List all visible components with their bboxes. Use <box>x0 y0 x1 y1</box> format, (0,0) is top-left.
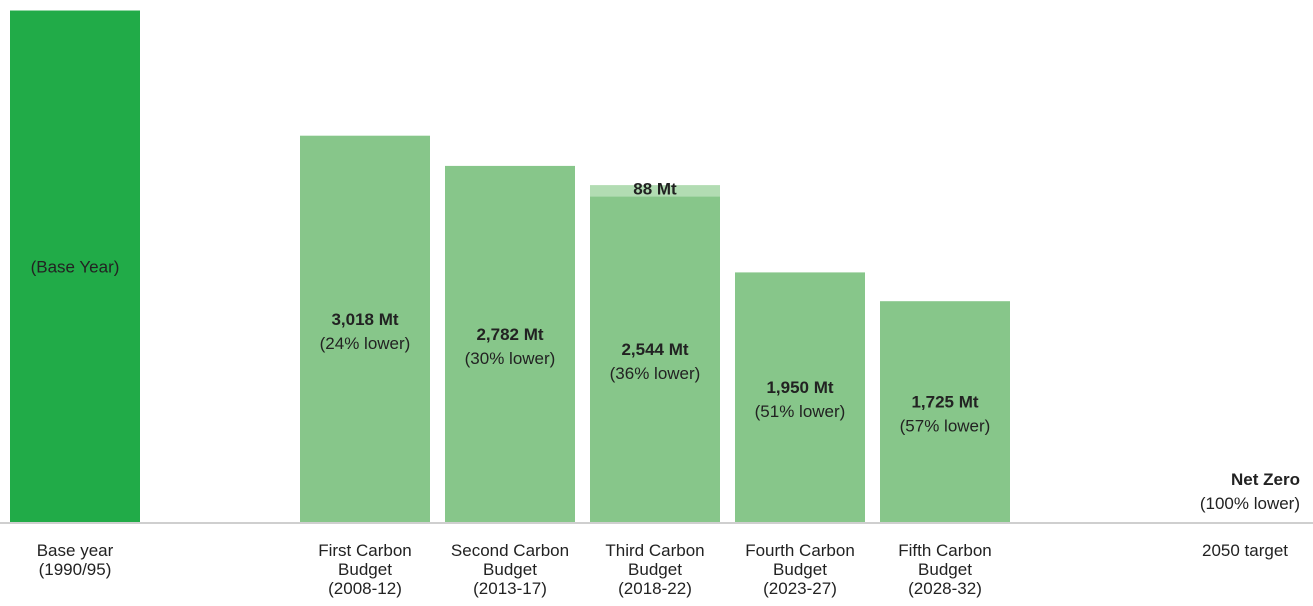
bar-third-extra <box>590 185 720 197</box>
category-label-third-2: (2018-22) <box>618 579 692 598</box>
bar-fourth <box>735 272 865 522</box>
category-label-fourth-1: Budget <box>773 560 827 579</box>
bar-fifth <box>880 301 1010 522</box>
category-label-third-1: Budget <box>628 560 682 579</box>
category-label-first-0: First Carbon <box>318 541 412 560</box>
category-label-fifth-0: Fifth Carbon <box>898 541 992 560</box>
category-label-first-1: Budget <box>338 560 392 579</box>
bar-second-value-label: 2,782 Mt <box>476 325 543 344</box>
category-label-netzero-0: 2050 target <box>1202 541 1288 560</box>
category-label-fifth-1: Budget <box>918 560 972 579</box>
bar-first <box>300 135 430 523</box>
bar-third-extra-label: 88 Mt <box>633 179 677 198</box>
bar-fourth-pct-label: (51% lower) <box>755 402 846 421</box>
category-label-first-2: (2008-12) <box>328 579 402 598</box>
bar-fifth-value-label: 1,725 Mt <box>911 393 978 412</box>
bar-first-value-label: 3,018 Mt <box>331 310 398 329</box>
bar-fifth-pct-label: (57% lower) <box>900 417 991 436</box>
bar-base-label: (Base Year) <box>31 257 120 276</box>
label-netzero-sub: (100% lower) <box>1200 494 1300 513</box>
bar-base <box>10 10 140 523</box>
category-label-base-0: Base year <box>37 541 114 560</box>
category-label-second-2: (2013-17) <box>473 579 547 598</box>
bar-third <box>590 196 720 523</box>
bar-third-pct-label: (36% lower) <box>610 364 701 383</box>
category-label-fourth-2: (2023-27) <box>763 579 837 598</box>
category-label-second-0: Second Carbon <box>451 541 569 560</box>
category-label-base-1: (1990/95) <box>39 560 112 579</box>
bar-fourth-value-label: 1,950 Mt <box>766 378 833 397</box>
bar-third-value-label: 2,544 Mt <box>621 340 688 359</box>
bar-second-pct-label: (30% lower) <box>465 349 556 368</box>
bar-second <box>445 165 575 523</box>
label-netzero-title: Net Zero <box>1231 470 1300 489</box>
category-label-second-1: Budget <box>483 560 537 579</box>
category-label-third-0: Third Carbon <box>605 541 704 560</box>
bar-first-pct-label: (24% lower) <box>320 334 411 353</box>
category-label-fourth-0: Fourth Carbon <box>745 541 855 560</box>
category-label-fifth-2: (2028-32) <box>908 579 982 598</box>
